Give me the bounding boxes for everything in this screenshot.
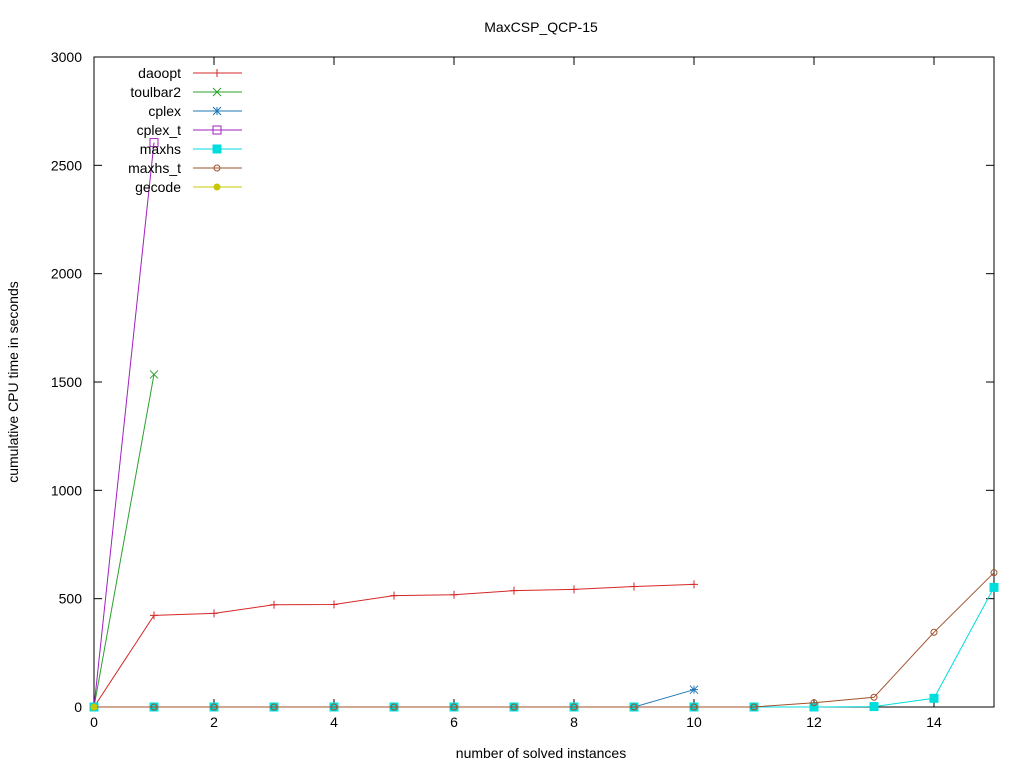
- point-daoopt-9: [630, 582, 638, 591]
- x-tick-label-1: 2: [210, 714, 218, 730]
- x-tick-label-0: 0: [90, 714, 98, 730]
- x-tick-label-2: 4: [330, 714, 338, 730]
- point-gecode-0: [90, 703, 98, 711]
- point-maxhs_t-13: [870, 693, 878, 701]
- y-tick-label-1: 500: [59, 591, 83, 607]
- series-maxhs_t: [90, 569, 998, 711]
- y-axis-title: cumulative CPU time in seconds: [5, 281, 21, 483]
- legend-marker-maxhs_t: [213, 164, 221, 172]
- point-maxhs-14: [929, 693, 939, 703]
- x-tick-label-4: 8: [570, 714, 578, 730]
- point-maxhs_t-9: [630, 703, 638, 711]
- point-maxhs_t-5: [390, 703, 398, 711]
- point-daoopt-4: [330, 600, 338, 609]
- point-maxhs_t-11: [750, 703, 758, 711]
- x-tick-label-7: 14: [926, 714, 942, 730]
- legend-marker-cplex_t: [212, 125, 222, 135]
- legend-label-daoopt: daoopt: [138, 65, 181, 81]
- series-layer: [89, 138, 999, 712]
- point-maxhs_t-14: [930, 628, 938, 636]
- legend-item-toulbar2: toulbar2: [130, 84, 242, 100]
- series-daoopt: [90, 580, 698, 711]
- legend-label-cplex: cplex: [148, 103, 181, 119]
- series-line-toulbar2: [93, 374, 155, 708]
- point-daoopt-6: [450, 590, 458, 599]
- point-maxhs_t-12: [810, 699, 818, 707]
- legend-item-gecode: gecode: [135, 179, 242, 195]
- point-daoopt-7: [510, 586, 518, 595]
- y-tick-label-4: 2000: [51, 266, 82, 282]
- legend-marker-daoopt: [213, 69, 221, 77]
- x-tick-label-6: 12: [806, 714, 822, 730]
- legend-label-toulbar2: toulbar2: [130, 84, 181, 100]
- series-gecode: [90, 703, 98, 711]
- point-daoopt-5: [390, 591, 398, 600]
- legend-label-gecode: gecode: [135, 179, 181, 195]
- point-maxhs_t-8: [570, 703, 578, 711]
- point-daoopt-1: [150, 611, 158, 620]
- y-tick-label-5: 2500: [51, 157, 82, 173]
- point-maxhs-15: [989, 582, 999, 592]
- point-maxhs_t-15: [990, 569, 998, 577]
- point-maxhs_t-4: [330, 703, 338, 711]
- point-maxhs_t-3: [270, 703, 278, 711]
- legend-marker-cplex: [212, 106, 222, 116]
- y-tick-label-0: 0: [74, 699, 82, 715]
- point-cplex-10: [689, 685, 699, 695]
- point-maxhs_t-1: [150, 703, 158, 711]
- plot-frame: [93, 56, 995, 708]
- legend-item-cplex: cplex: [148, 103, 242, 119]
- legend-item-maxhs: maxhs: [140, 141, 242, 157]
- x-axis-title: number of solved instances: [456, 745, 626, 761]
- point-daoopt-8: [570, 585, 578, 594]
- legend-marker-toulbar2: [212, 87, 222, 97]
- point-maxhs_t-10: [690, 703, 698, 711]
- legend-label-maxhs: maxhs: [140, 141, 181, 157]
- legend-marker-gecode: [213, 183, 221, 191]
- x-tick-label-5: 10: [686, 714, 702, 730]
- point-toulbar2-1: [149, 370, 159, 379]
- legend-label-maxhs_t: maxhs_t: [128, 160, 181, 176]
- legend-item-cplex_t: cplex_t: [137, 122, 242, 138]
- series-line-cplex_t: [93, 142, 155, 708]
- series-line-maxhs_t: [94, 572, 995, 708]
- series-line-daoopt: [93, 583, 695, 708]
- point-daoopt-3: [270, 600, 278, 609]
- legend-item-daoopt: daoopt: [138, 65, 242, 81]
- point-maxhs_t-6: [450, 703, 458, 711]
- point-daoopt-2: [210, 609, 218, 618]
- legend-label-cplex_t: cplex_t: [137, 122, 181, 138]
- point-maxhs-13: [869, 702, 879, 712]
- y-tick-label-6: 3000: [51, 49, 82, 65]
- point-daoopt-10: [690, 580, 698, 589]
- y-tick-label-3: 1500: [51, 374, 82, 390]
- legend-marker-maxhs: [212, 144, 222, 154]
- legend-item-maxhs_t: maxhs_t: [128, 160, 242, 176]
- point-cplex_t-1: [149, 138, 159, 148]
- series-maxhs: [89, 582, 999, 712]
- chart-title: MaxCSP_QCP-15: [484, 19, 598, 35]
- plot-border: [93, 56, 995, 708]
- x-tick-label-3: 6: [450, 714, 458, 730]
- axis-ticks: 0 2 4 6 8 10 12 14 0 500 1000 1500 2000 2500 3000: [51, 49, 994, 730]
- point-maxhs_t-2: [210, 703, 218, 711]
- y-tick-label-2: 1000: [51, 482, 82, 498]
- series-line-maxhs: [94, 587, 995, 708]
- point-maxhs_t-7: [510, 703, 518, 711]
